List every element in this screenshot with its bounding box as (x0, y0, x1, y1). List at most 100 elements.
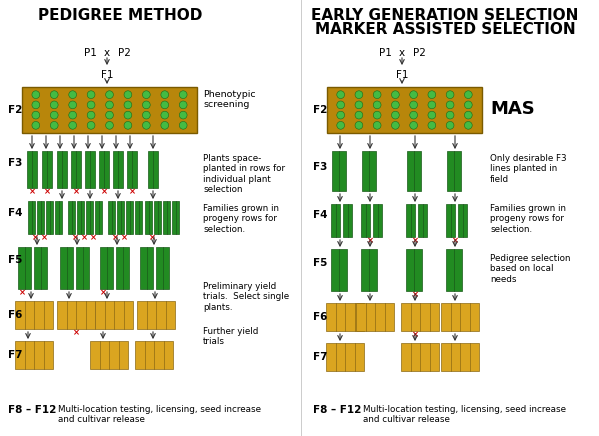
Circle shape (337, 122, 344, 129)
Bar (441, 303, 479, 331)
Text: F8 – F12: F8 – F12 (313, 405, 361, 415)
Circle shape (50, 111, 58, 119)
Bar (145, 201, 152, 234)
Circle shape (392, 122, 400, 129)
Circle shape (124, 122, 132, 129)
Text: ×: × (29, 187, 35, 197)
Text: ×: × (111, 234, 119, 242)
Text: F8 – F12: F8 – F12 (8, 405, 56, 415)
Text: P1: P1 (379, 48, 391, 58)
Bar (126, 201, 133, 234)
Bar (95, 201, 102, 234)
Text: F5: F5 (8, 255, 22, 265)
Bar (418, 204, 427, 237)
Bar (135, 201, 142, 234)
Bar (37, 201, 44, 234)
Circle shape (124, 111, 132, 119)
Text: Preliminary yield
trials.  Select single
plants.: Preliminary yield trials. Select single … (203, 282, 289, 312)
Circle shape (464, 91, 472, 99)
Bar (117, 201, 124, 234)
Bar (15, 301, 53, 329)
Bar (18, 247, 31, 289)
Circle shape (87, 111, 95, 119)
Bar (172, 201, 179, 234)
Text: F6: F6 (8, 310, 22, 320)
Text: PEDIGREE METHOD: PEDIGREE METHOD (38, 8, 202, 23)
Circle shape (373, 122, 381, 129)
Bar (446, 249, 462, 291)
Bar (331, 249, 347, 291)
Circle shape (32, 111, 40, 119)
Text: Further yield
trials: Further yield trials (203, 327, 258, 346)
Bar (22, 87, 197, 133)
Text: ×: × (89, 234, 96, 242)
Bar (71, 151, 81, 188)
Circle shape (124, 101, 132, 109)
Bar (343, 204, 352, 237)
Bar (447, 151, 461, 191)
Text: Pedigree selection
based on local
needs: Pedigree selection based on local needs (490, 254, 570, 284)
Circle shape (105, 101, 113, 109)
Text: ×: × (412, 236, 419, 245)
Bar (446, 204, 455, 237)
Circle shape (161, 101, 169, 109)
Circle shape (69, 101, 77, 109)
Circle shape (179, 101, 187, 109)
Text: Families grown in
progeny rows for
selection.: Families grown in progeny rows for selec… (203, 204, 279, 234)
Bar (326, 303, 364, 331)
Bar (99, 151, 109, 188)
Circle shape (50, 91, 58, 99)
Bar (95, 301, 133, 329)
Text: F3: F3 (8, 158, 22, 168)
Text: F1: F1 (396, 70, 409, 80)
Bar (361, 204, 370, 237)
Circle shape (355, 101, 363, 109)
Bar (163, 201, 170, 234)
Bar (34, 247, 47, 289)
Bar (135, 341, 173, 369)
Bar (327, 87, 482, 133)
Circle shape (32, 91, 40, 99)
Text: ×: × (41, 234, 47, 242)
Bar (77, 201, 84, 234)
Text: F3: F3 (313, 162, 328, 172)
Bar (331, 204, 340, 237)
Circle shape (373, 111, 381, 119)
Bar (406, 249, 422, 291)
Text: x: x (399, 48, 405, 58)
Circle shape (69, 122, 77, 129)
Bar (55, 201, 62, 234)
Text: F5: F5 (313, 258, 328, 268)
Circle shape (124, 91, 132, 99)
Text: ×: × (367, 236, 374, 245)
Text: ×: × (19, 289, 26, 297)
Text: ×: × (44, 187, 50, 197)
Text: F6: F6 (313, 312, 328, 322)
Circle shape (464, 111, 472, 119)
Circle shape (355, 122, 363, 129)
Text: Plants space-
planted in rows for
individual plant
selection: Plants space- planted in rows for indivi… (203, 154, 285, 194)
Text: ×: × (412, 290, 419, 300)
Circle shape (410, 101, 418, 109)
Circle shape (143, 91, 150, 99)
Text: F7: F7 (8, 350, 23, 360)
Bar (60, 247, 73, 289)
Bar (406, 204, 415, 237)
Bar (76, 247, 89, 289)
Text: Phenotypic
screening: Phenotypic screening (203, 90, 256, 109)
Circle shape (179, 122, 187, 129)
Circle shape (50, 122, 58, 129)
Text: Multi-location testing, licensing, seed increase
and cultivar release: Multi-location testing, licensing, seed … (58, 405, 261, 424)
Bar (401, 343, 439, 371)
Circle shape (446, 101, 454, 109)
Bar (148, 151, 158, 188)
Bar (42, 151, 52, 188)
Circle shape (337, 111, 344, 119)
Circle shape (143, 122, 150, 129)
Circle shape (161, 91, 169, 99)
Bar (156, 247, 169, 289)
Text: ×: × (99, 289, 107, 297)
Text: ×: × (129, 187, 135, 197)
Bar (140, 247, 153, 289)
Bar (362, 151, 376, 191)
